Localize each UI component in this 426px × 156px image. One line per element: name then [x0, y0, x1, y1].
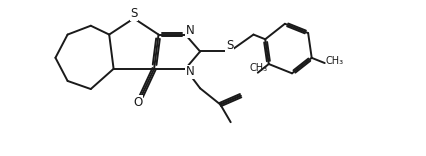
Text: S: S [226, 39, 233, 52]
Text: S: S [130, 7, 138, 20]
Text: CH₃: CH₃ [326, 56, 344, 66]
Text: N: N [186, 65, 195, 78]
Text: N: N [186, 24, 195, 37]
Text: CH₃: CH₃ [250, 63, 268, 73]
Text: O: O [134, 96, 143, 109]
